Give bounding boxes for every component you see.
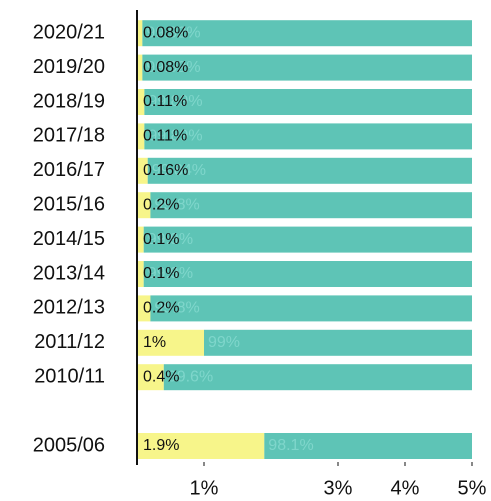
bar-segment (147, 157, 472, 184)
value-label: 99.89% (148, 128, 202, 145)
value-label: 99.6% (168, 368, 213, 385)
bar-segment (143, 261, 472, 287)
category-label: 2012/13 (33, 297, 105, 319)
bar-segment (137, 329, 204, 356)
bar-segment (137, 157, 148, 184)
value-label: 0.2% (143, 300, 179, 317)
bar-segment (150, 192, 472, 219)
value-label: 99.9% (148, 231, 193, 248)
value-label: 0.11% (143, 128, 187, 145)
category-label: 2014/15 (33, 228, 105, 250)
bar-segment (137, 295, 151, 322)
value-label: 99% (208, 334, 240, 351)
value-label: 99.8% (154, 300, 199, 317)
bar-segment (264, 433, 472, 459)
value-label: 0.16% (143, 162, 188, 179)
bar-segment (142, 54, 472, 81)
value-label: 98.1% (268, 437, 313, 454)
x-tick-label: 1% (190, 477, 219, 499)
plot-area (137, 20, 472, 459)
bar-segment (137, 192, 151, 219)
value-label: 0.11% (143, 93, 187, 110)
category-label: 2005/06 (33, 434, 105, 456)
bar-segment (137, 54, 143, 81)
bar-segment (137, 226, 144, 253)
bar-segment (144, 123, 472, 150)
bar-segment (204, 329, 472, 356)
value-label: 1.9% (143, 437, 179, 454)
x-tick-label: 4% (391, 477, 420, 499)
category-label: 2016/17 (33, 159, 105, 181)
value-label: 0.1% (143, 265, 179, 282)
category-label: 2019/20 (33, 56, 105, 78)
bar-segment (137, 20, 143, 47)
value-label: 0.08% (143, 24, 188, 41)
value-label: 0.1% (143, 231, 179, 248)
value-label: 0.2% (143, 196, 179, 213)
value-label: 99.84% (152, 162, 206, 179)
category-label: 2018/19 (33, 90, 105, 112)
bar-segment (137, 261, 144, 287)
bar-segment (144, 89, 472, 115)
value-label: 99.9% (148, 265, 193, 282)
bar-segment (163, 364, 472, 391)
x-tick-label: 3% (324, 477, 353, 499)
category-label: 2010/11 (34, 365, 105, 387)
value-label: 99.92% (146, 24, 200, 41)
value-label: 0.08% (143, 59, 188, 76)
bar-segment (137, 364, 164, 391)
value-label: 99.92% (146, 59, 200, 76)
category-label: 2015/16 (33, 193, 105, 215)
bar-segment (137, 123, 145, 150)
value-label: 99.8% (154, 196, 199, 213)
category-label: 2020/21 (33, 21, 105, 43)
category-label: 2013/14 (33, 262, 105, 284)
bar-segment (143, 226, 472, 253)
value-label: 99.89% (148, 93, 202, 110)
bar-segment (150, 295, 472, 322)
category-label: 2011/12 (34, 331, 105, 353)
x-tick-label: 5% (458, 477, 487, 499)
value-label: 1% (143, 334, 166, 351)
value-label: 0.4% (143, 368, 179, 385)
bar-segment (137, 433, 265, 459)
category-label: 2017/18 (33, 125, 105, 147)
bar-segment (142, 20, 472, 47)
bar-segment (137, 89, 145, 115)
